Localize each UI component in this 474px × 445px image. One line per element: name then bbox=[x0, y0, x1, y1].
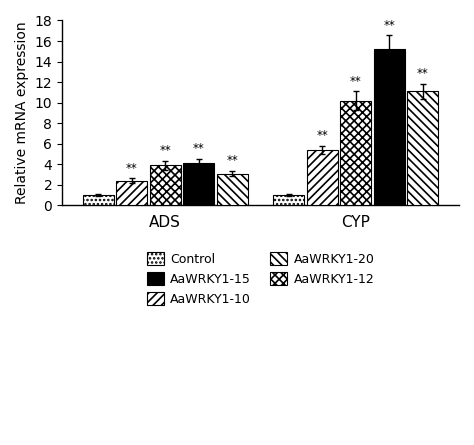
Y-axis label: Relative mRNA expression: Relative mRNA expression bbox=[15, 22, 29, 204]
Text: **: ** bbox=[383, 19, 395, 32]
Bar bbox=[217, 174, 247, 205]
Text: **: ** bbox=[159, 144, 171, 157]
Bar bbox=[307, 150, 338, 205]
Text: **: ** bbox=[126, 162, 137, 175]
Bar bbox=[82, 195, 114, 205]
Text: **: ** bbox=[350, 75, 362, 88]
Bar bbox=[374, 49, 405, 205]
Bar bbox=[340, 101, 371, 205]
Bar bbox=[273, 195, 304, 205]
Text: **: ** bbox=[317, 129, 328, 142]
Bar bbox=[116, 181, 147, 205]
Legend: Control, AaWRKY1-15, AaWRKY1-10, AaWRKY1-20, AaWRKY1-12: Control, AaWRKY1-15, AaWRKY1-10, AaWRKY1… bbox=[143, 249, 378, 309]
Bar bbox=[150, 165, 181, 205]
Bar bbox=[408, 91, 438, 205]
Text: **: ** bbox=[193, 142, 204, 155]
Bar bbox=[183, 163, 214, 205]
Text: **: ** bbox=[226, 154, 238, 167]
Text: **: ** bbox=[417, 67, 429, 80]
